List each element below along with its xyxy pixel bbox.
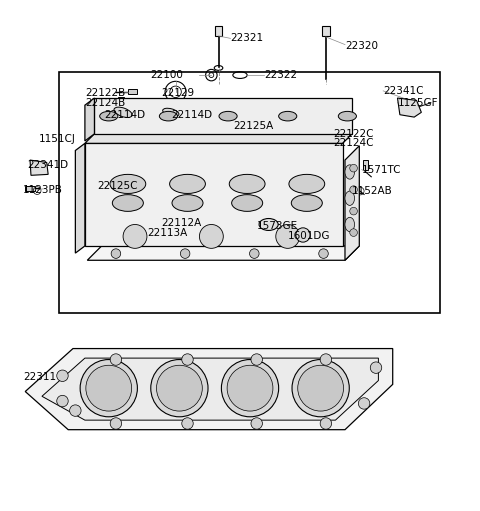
Text: 22124B: 22124B [85,98,125,108]
Circle shape [199,224,223,248]
Circle shape [182,418,193,429]
Text: 22341D: 22341D [28,160,69,170]
Text: 1573GE: 1573GE [257,221,298,231]
Text: 22113A: 22113A [147,227,187,238]
Ellipse shape [110,174,146,194]
Text: 22322: 22322 [264,70,297,80]
Text: 22321: 22321 [230,33,264,43]
Polygon shape [75,144,85,253]
Circle shape [180,249,190,259]
Circle shape [70,405,81,416]
Polygon shape [345,146,360,260]
Circle shape [319,249,328,259]
Circle shape [350,165,358,172]
Ellipse shape [112,195,144,212]
Text: 1601DG: 1601DG [288,231,330,241]
Circle shape [350,186,358,194]
Ellipse shape [100,111,118,121]
Circle shape [276,224,300,248]
Ellipse shape [345,191,355,205]
Circle shape [320,418,332,429]
Circle shape [298,365,344,411]
Bar [363,160,368,170]
Circle shape [350,207,358,215]
Circle shape [292,360,349,417]
Ellipse shape [345,165,355,179]
Ellipse shape [338,111,357,121]
Ellipse shape [229,174,265,194]
Circle shape [251,418,263,429]
Circle shape [111,249,120,259]
Text: 22112A: 22112A [161,218,202,228]
Polygon shape [85,144,343,246]
Ellipse shape [159,111,178,121]
Polygon shape [25,349,393,430]
Circle shape [296,228,310,242]
Circle shape [123,224,147,248]
Bar [215,27,222,36]
Circle shape [370,362,382,374]
Circle shape [182,354,193,365]
Ellipse shape [172,195,203,212]
Bar [322,27,330,36]
Bar [336,130,344,135]
Circle shape [110,354,121,365]
Polygon shape [87,246,360,260]
Text: 22122B: 22122B [85,88,125,98]
Text: 22341C: 22341C [383,86,424,96]
Text: 22100: 22100 [150,70,183,80]
Text: 1571TC: 1571TC [362,165,401,175]
Circle shape [250,249,259,259]
Ellipse shape [114,107,132,118]
Text: 1125GF: 1125GF [397,98,438,108]
Bar [59,72,441,313]
Circle shape [110,418,121,429]
Ellipse shape [259,219,278,230]
Circle shape [151,360,208,417]
Circle shape [227,365,273,411]
Ellipse shape [219,111,237,121]
Polygon shape [30,160,48,175]
Circle shape [80,360,137,417]
Polygon shape [42,358,378,420]
Text: 22129: 22129 [161,88,194,98]
Ellipse shape [345,217,355,231]
Circle shape [320,354,332,365]
Ellipse shape [279,111,297,121]
Ellipse shape [232,195,263,212]
Circle shape [57,370,68,382]
Ellipse shape [169,174,205,194]
Text: 22125A: 22125A [233,121,273,131]
Text: 22122C: 22122C [333,129,373,139]
Circle shape [221,360,279,417]
Polygon shape [85,134,352,144]
Text: 22311: 22311 [23,372,56,382]
Text: 22114D: 22114D [171,110,212,120]
Ellipse shape [291,195,323,212]
Circle shape [359,398,370,409]
Ellipse shape [163,108,179,117]
Bar [86,127,94,137]
Ellipse shape [289,174,324,194]
Text: 22320: 22320 [345,40,378,51]
Bar [128,89,137,94]
Text: 1152AB: 1152AB [352,186,393,196]
Text: 22114D: 22114D [104,110,145,120]
Polygon shape [95,98,352,134]
Circle shape [156,365,202,411]
Circle shape [57,396,68,407]
Circle shape [350,229,358,237]
Text: 22124C: 22124C [333,138,373,148]
Bar [25,186,35,191]
Text: 1151CJ: 1151CJ [38,133,75,144]
Bar [118,97,124,102]
Bar [254,107,260,122]
Polygon shape [85,98,95,141]
Circle shape [86,365,132,411]
Bar [112,173,118,184]
Circle shape [251,354,263,365]
Polygon shape [397,98,421,117]
Text: 22125C: 22125C [97,181,137,191]
Text: 1123PB: 1123PB [23,184,63,195]
